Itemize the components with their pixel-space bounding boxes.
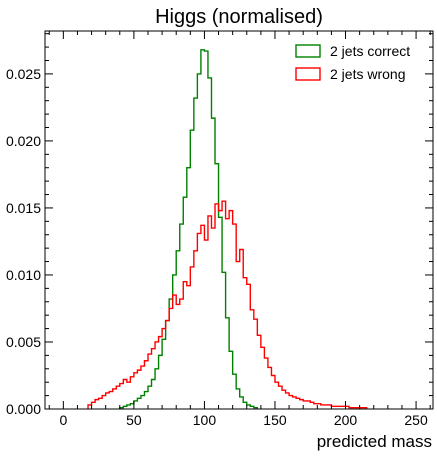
y-tick-label: 0.005 (6, 334, 41, 350)
legend-label-series-1: 2 jets correct (330, 43, 410, 59)
series-1-step-line (119, 49, 259, 409)
y-tick-label: 0.000 (6, 401, 41, 417)
y-tick-label: 0.025 (6, 66, 41, 82)
x-axis-label: predicted mass (317, 432, 432, 451)
series-2-step-line (87, 200, 368, 409)
x-tick-label: 0 (59, 412, 67, 428)
legend-swatch-series-2 (295, 67, 321, 81)
legend: 2 jets correct 2 jets wrong (295, 43, 410, 82)
y-tick-label: 0.015 (6, 200, 41, 216)
series-layer (87, 49, 368, 409)
x-tick-label: 200 (334, 412, 358, 428)
chart-title: Higgs (normalised) (155, 6, 323, 28)
x-tick-label: 250 (404, 412, 428, 428)
plot-frame (44, 30, 434, 410)
x-tick-label: 100 (193, 412, 217, 428)
y-tick-label: 0.020 (6, 133, 41, 149)
x-axis: 0 50 100 150 200 250 (48, 31, 431, 428)
x-tick-label: 150 (263, 412, 287, 428)
x-tick-label: 50 (126, 412, 142, 428)
legend-label-series-2: 2 jets wrong (330, 66, 405, 82)
y-axis: 0.000 0.005 0.010 0.015 0.020 0.025 (6, 33, 433, 417)
y-tick-label: 0.010 (6, 267, 41, 283)
legend-swatch-series-1 (295, 44, 321, 58)
